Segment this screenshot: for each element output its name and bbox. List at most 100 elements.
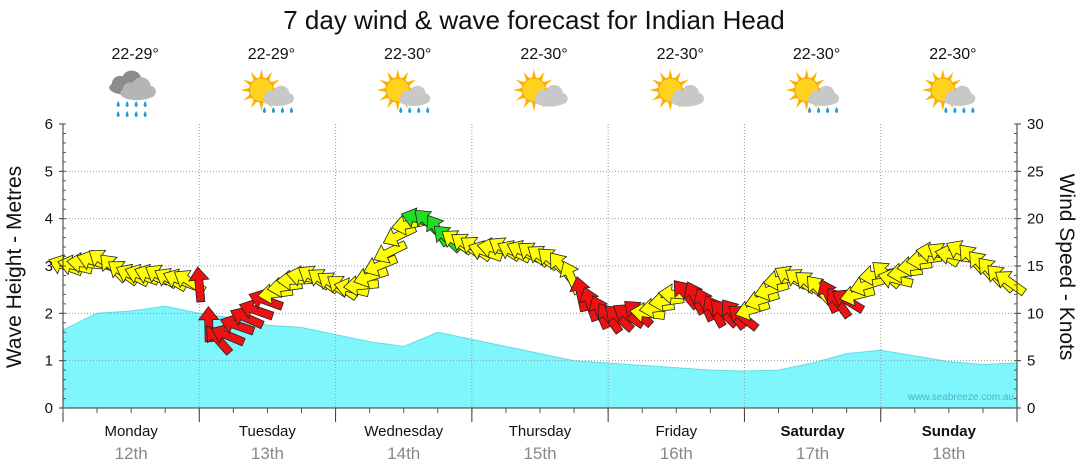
y-tick-label-right: 20	[1027, 211, 1044, 228]
wind-arrow	[238, 298, 275, 321]
x-tick-label-day: Thursday	[509, 423, 572, 440]
x-tick-label-day: Wednesday	[364, 423, 443, 440]
rain-drop	[143, 111, 147, 117]
x-tick-label-day: Monday	[104, 423, 158, 440]
rain-drop	[134, 101, 138, 107]
sun-shower-icon	[785, 69, 840, 113]
cloud-part	[828, 93, 840, 104]
rain-drop	[971, 107, 975, 113]
rain-drop	[962, 107, 966, 113]
rain-drop	[826, 107, 830, 113]
sun-ray	[796, 99, 803, 109]
sun-ray	[243, 94, 253, 101]
y-tick-label-left: 2	[45, 305, 53, 322]
wind-arrow	[229, 306, 265, 330]
cloud-part	[143, 85, 156, 98]
sun-ray	[243, 79, 253, 86]
rain-drop	[399, 107, 403, 113]
rain-drop	[289, 107, 293, 113]
y-tick-label-left: 5	[45, 163, 53, 180]
sun-ray	[250, 71, 258, 81]
x-tick-label-day: Saturday	[780, 423, 845, 440]
sun-ray	[659, 71, 667, 81]
sun-ray	[668, 101, 673, 111]
y-tick-label-right: 15	[1027, 258, 1044, 275]
partly-cloudy-icon	[513, 69, 568, 111]
temperature-label: 22-29°	[248, 46, 295, 63]
sun-shower-icon	[921, 69, 976, 113]
rain-drop	[116, 111, 120, 117]
sun-ray	[250, 99, 258, 109]
rain-drop	[417, 107, 421, 113]
y-tick-label-right: 0	[1027, 400, 1035, 417]
sun-ray	[932, 71, 939, 81]
sun-ray	[376, 87, 386, 93]
sun-ray	[679, 79, 689, 86]
cloud-part	[692, 93, 704, 105]
cloud-part	[964, 93, 976, 104]
rain-drop	[817, 107, 821, 113]
x-tick-label-date: 16th	[660, 444, 693, 463]
y-tick-label-left: 3	[45, 258, 53, 275]
x-tick-label-date: 17th	[796, 444, 829, 463]
temperature-label: 22-30°	[793, 46, 840, 63]
wind-arrow	[363, 254, 399, 277]
sun-ray	[810, 71, 818, 81]
sun-shower-icon	[376, 69, 431, 113]
rain-drop	[125, 101, 129, 107]
y-axis-label-right: Wind Speed - Knots	[1055, 174, 1078, 361]
sun-ray	[395, 69, 400, 79]
rain-drop	[426, 107, 430, 113]
sun-ray	[259, 101, 264, 111]
rain-drop	[944, 107, 948, 113]
sun-ray	[940, 69, 946, 79]
y-tick-label-left: 1	[45, 353, 53, 370]
rain-drop	[116, 101, 120, 107]
wave-area	[62, 305, 1018, 408]
temperature-label: 22-30°	[384, 46, 431, 63]
x-tick-label-date: 18th	[932, 444, 965, 463]
sun-ray	[523, 99, 530, 109]
grid	[63, 124, 1017, 408]
sun-shower-icon	[240, 69, 294, 113]
sun-ray	[531, 69, 537, 79]
rain-drop	[125, 111, 129, 117]
sun-ray	[265, 71, 272, 81]
sun-ray	[531, 101, 537, 111]
x-tick-label-date: 13th	[251, 444, 284, 463]
rain-drop	[408, 107, 412, 113]
sun-ray	[785, 87, 795, 93]
y-tick-label-left: 4	[45, 211, 53, 228]
cloud-shape	[120, 77, 156, 101]
sun-shape	[376, 69, 419, 111]
sun-ray	[543, 79, 553, 86]
y-tick-label-right: 25	[1027, 163, 1044, 180]
y-tick-label-left: 0	[45, 400, 53, 417]
wave-height-area	[63, 306, 1017, 408]
cloud-shape	[670, 85, 704, 107]
sun-ray	[788, 79, 798, 86]
sun-ray	[240, 87, 250, 93]
sun-ray	[513, 87, 523, 93]
x-tick-label-day: Sunday	[922, 423, 977, 440]
sun-ray	[395, 101, 400, 111]
cloud-shape	[943, 85, 976, 106]
cloud-part	[419, 93, 431, 104]
sun-ray	[940, 101, 946, 111]
partly-cloudy-icon	[649, 69, 704, 111]
credit-text: www.seabreeze.com.au	[907, 392, 1014, 403]
x-tick-label-date: 12th	[115, 444, 148, 463]
sun-ray	[387, 71, 394, 81]
cloud-shape	[534, 85, 568, 107]
sun-ray	[401, 71, 409, 81]
sun-ray	[652, 79, 662, 86]
cloud-shape	[262, 85, 294, 106]
rain-drop	[271, 107, 275, 113]
sun-ray	[921, 87, 932, 93]
cloud-shape	[807, 85, 840, 106]
sun-ray	[270, 79, 280, 86]
sun-ray	[515, 94, 525, 101]
sun-ray	[538, 71, 545, 81]
wave-height-line	[62, 305, 1018, 372]
